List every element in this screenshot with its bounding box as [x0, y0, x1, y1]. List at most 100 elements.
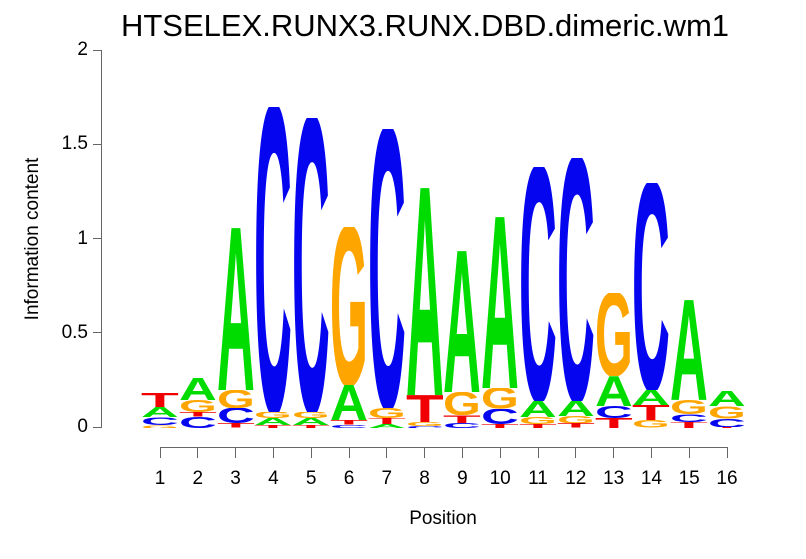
logo-letter-G: G — [179, 400, 217, 412]
x-axis-tick — [348, 447, 350, 458]
x-axis-tick — [575, 447, 577, 458]
x-axis-tick-label: 3 — [230, 468, 241, 489]
logo-letter-C: C — [292, 118, 330, 412]
svg-text:C: C — [254, 107, 292, 412]
svg-text:G: G — [330, 227, 368, 385]
svg-text:A: A — [595, 376, 633, 406]
svg-text:G: G — [595, 293, 633, 376]
x-axis-tick — [461, 447, 463, 458]
svg-text:C: C — [708, 419, 746, 427]
svg-text:A: A — [481, 217, 519, 389]
x-axis-tick-label: 5 — [305, 468, 317, 489]
svg-text:C: C — [217, 408, 255, 423]
svg-text:T: T — [217, 423, 255, 428]
y-axis-tick-label: 2 — [77, 39, 88, 60]
logo-letter-A: A — [217, 228, 255, 390]
logo-letter-G: G — [368, 408, 406, 418]
svg-text:T: T — [519, 424, 557, 428]
svg-text:G: G — [368, 408, 406, 418]
logo-letter-G: G — [443, 392, 481, 415]
svg-text:C: C — [406, 426, 444, 428]
svg-text:T: T — [406, 395, 444, 422]
svg-text:A: A — [708, 391, 746, 406]
logo-letter-G: G — [254, 412, 292, 418]
y-axis-tick — [93, 238, 101, 239]
x-axis-tick — [386, 447, 388, 458]
y-axis-tick — [93, 49, 101, 51]
logo-letter-C: C — [595, 406, 633, 418]
svg-text:G: G — [406, 422, 444, 426]
logo-letter-T: T — [368, 418, 406, 424]
chart-title: HTSELEX.RUNX3.RUNX.DBD.dimeric.wm1 — [120, 8, 730, 43]
x-axis-tick-label: 1 — [154, 468, 166, 489]
logo-letter-A: A — [632, 390, 670, 405]
logo-letter-G: G — [670, 400, 708, 414]
logo-letter-C: C — [519, 167, 557, 401]
x-axis-tick-label: 9 — [457, 468, 468, 489]
svg-text:A: A — [670, 300, 708, 400]
svg-text:T: T — [708, 427, 746, 428]
logo-letter-A: A — [141, 407, 179, 417]
logo-letter-C: C — [330, 425, 368, 428]
svg-text:T: T — [481, 424, 519, 428]
svg-text:A: A — [141, 407, 179, 417]
y-axis-tick-label: 1.5 — [61, 133, 88, 155]
logo-letter-G: G — [481, 388, 519, 409]
svg-text:A: A — [292, 418, 330, 425]
logo-letter-C: C — [481, 409, 519, 424]
svg-text:T: T — [557, 423, 595, 428]
y-axis-tick-label: 1 — [77, 227, 88, 249]
svg-text:G: G — [292, 412, 330, 418]
logo-letter-T: T — [557, 423, 595, 428]
logo-letter-C: C — [217, 408, 255, 423]
svg-text:A: A — [217, 228, 255, 390]
logo-letter-A: A — [519, 401, 557, 417]
svg-text:C: C — [595, 406, 633, 418]
y-axis-tick — [93, 426, 101, 428]
logo-letter-C: C — [632, 183, 670, 390]
logo-letter-C: C — [406, 426, 444, 428]
logo-letter-A: A — [330, 385, 368, 420]
logo-letter-T: T — [254, 425, 292, 428]
logo-letter-C: C — [368, 129, 406, 408]
logo-letter-T: T — [519, 424, 557, 428]
logo-letter-T: T — [292, 425, 330, 428]
logo-letter-A: A — [368, 424, 406, 428]
svg-text:T: T — [330, 420, 368, 425]
x-axis-tick-label: 16 — [716, 468, 738, 489]
svg-text:G: G — [179, 400, 217, 412]
logo-letter-C: C — [557, 158, 595, 401]
logo-letter-A: A — [708, 391, 746, 406]
svg-text:A: A — [443, 251, 481, 392]
svg-text:T: T — [292, 425, 330, 428]
x-axis-tick-label: 6 — [343, 468, 355, 489]
svg-text:A: A — [254, 418, 292, 425]
logo-letter-T: T — [595, 418, 633, 428]
svg-text:T: T — [443, 415, 481, 423]
logo-letter-C: C — [443, 423, 481, 428]
svg-text:C: C — [141, 417, 179, 425]
svg-text:C: C — [481, 409, 519, 424]
x-axis-tick — [650, 447, 652, 458]
logo-letter-A: A — [406, 188, 444, 395]
logo-letter-T: T — [179, 412, 217, 417]
svg-text:G: G — [557, 416, 595, 424]
y-axis-tick-label: 0 — [77, 416, 88, 437]
svg-text:G: G — [217, 390, 255, 408]
y-axis-tick-label: 0.5 — [61, 321, 88, 343]
logo-letter-A: A — [595, 376, 633, 406]
svg-text:C: C — [292, 118, 330, 412]
svg-text:T: T — [632, 405, 670, 420]
svg-text:C: C — [519, 167, 557, 401]
logo-letter-T: T — [330, 420, 368, 425]
y-axis-line — [101, 50, 102, 428]
